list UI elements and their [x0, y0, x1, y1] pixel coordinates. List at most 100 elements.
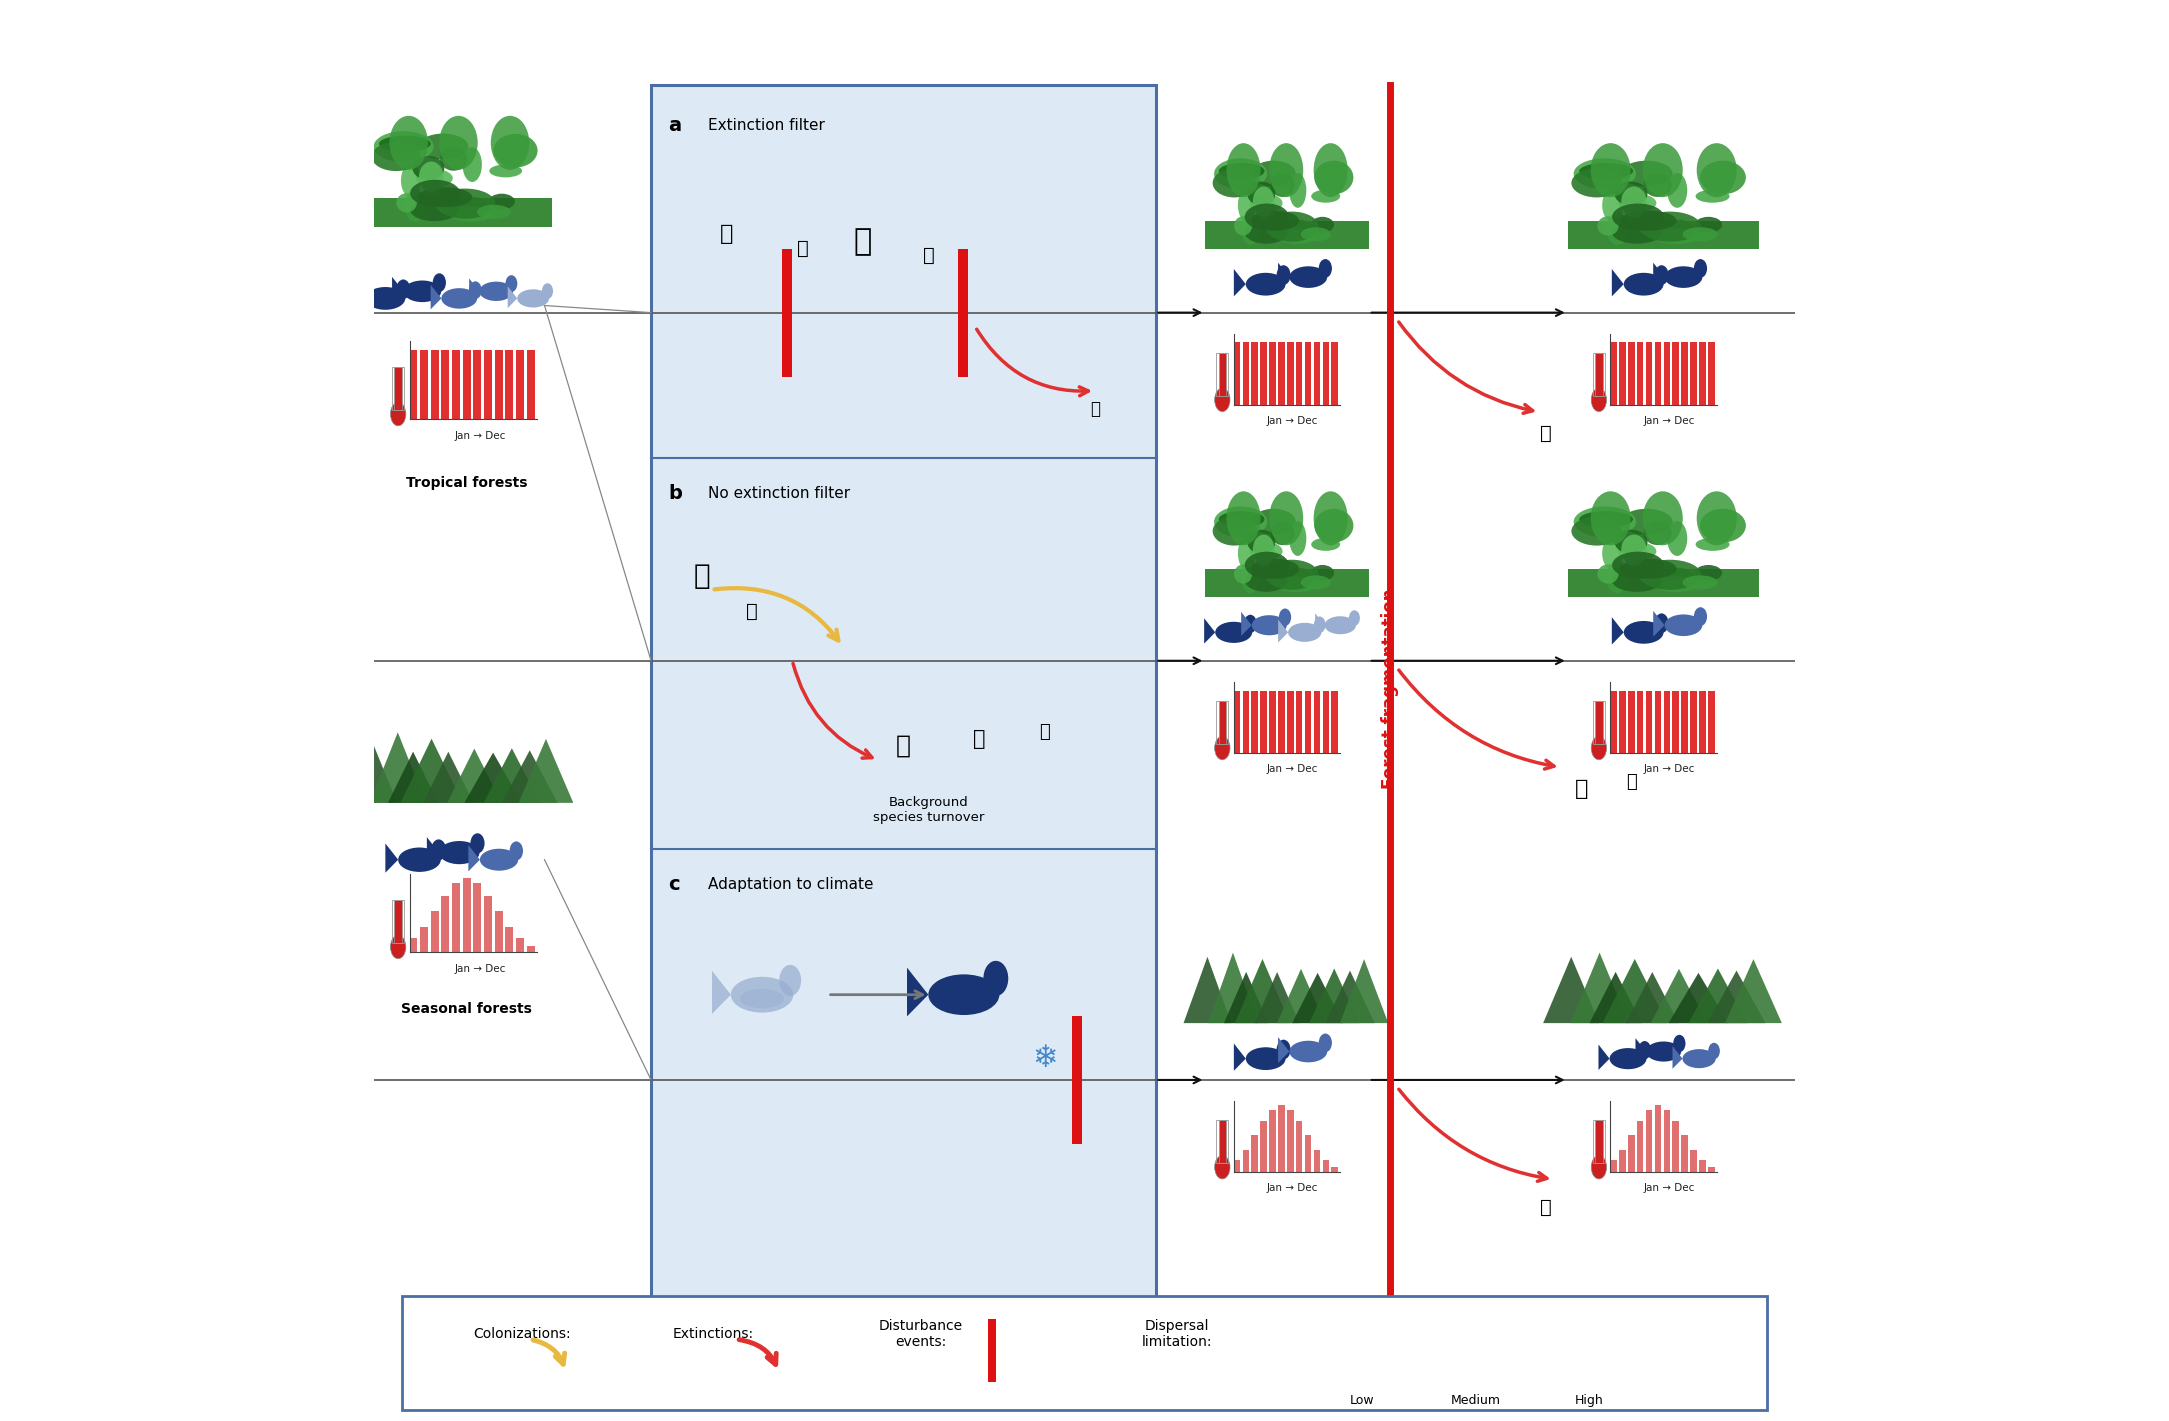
Text: Jan → Dec: Jan → Dec	[1267, 415, 1319, 426]
Ellipse shape	[1661, 220, 1694, 240]
Bar	[1594, 352, 1603, 395]
Text: Jan → Dec: Jan → Dec	[1644, 1182, 1694, 1194]
Polygon shape	[1570, 952, 1629, 1023]
Bar	[1594, 701, 1603, 743]
Bar	[1314, 342, 1321, 405]
Bar	[1646, 1110, 1653, 1172]
Text: Adaptation to climate: Adaptation to climate	[707, 877, 874, 892]
Ellipse shape	[1670, 622, 1696, 634]
Bar	[1252, 342, 1258, 405]
Ellipse shape	[1638, 560, 1700, 590]
Ellipse shape	[1620, 186, 1646, 217]
Text: 🦜: 🦜	[1575, 779, 1588, 799]
Bar	[1286, 691, 1293, 753]
Text: High: High	[1575, 1394, 1603, 1407]
Ellipse shape	[1575, 506, 1635, 537]
Ellipse shape	[1653, 229, 1698, 244]
Ellipse shape	[1325, 617, 1356, 634]
Ellipse shape	[1661, 568, 1694, 588]
Ellipse shape	[436, 189, 495, 219]
Bar	[395, 367, 401, 409]
Polygon shape	[501, 750, 557, 803]
Ellipse shape	[479, 281, 514, 301]
Ellipse shape	[1280, 608, 1291, 625]
Bar	[651, 85, 1156, 1322]
Ellipse shape	[1629, 280, 1657, 293]
Ellipse shape	[1212, 169, 1256, 198]
Ellipse shape	[1288, 622, 1321, 642]
Polygon shape	[1254, 972, 1299, 1023]
Polygon shape	[711, 971, 731, 1013]
Text: a: a	[668, 115, 681, 135]
Ellipse shape	[1620, 534, 1646, 566]
Bar	[1638, 691, 1644, 753]
Ellipse shape	[1286, 220, 1312, 240]
Ellipse shape	[740, 989, 783, 1007]
Text: Extinction filter: Extinction filter	[707, 118, 824, 132]
Bar	[1234, 691, 1241, 753]
Bar	[1323, 691, 1330, 753]
Text: 🦜: 🦜	[896, 735, 911, 757]
Bar	[1707, 1167, 1714, 1172]
Ellipse shape	[440, 288, 477, 308]
Text: 🦜: 🦜	[855, 227, 872, 256]
Ellipse shape	[419, 188, 473, 207]
Ellipse shape	[1683, 576, 1718, 590]
Text: 🐦: 🐦	[796, 239, 809, 259]
Polygon shape	[907, 968, 928, 1016]
Ellipse shape	[1625, 273, 1664, 296]
Ellipse shape	[1646, 1042, 1681, 1061]
Bar	[1618, 1150, 1627, 1172]
Bar	[1306, 342, 1312, 405]
Ellipse shape	[1592, 388, 1607, 412]
Ellipse shape	[1453, 1351, 1499, 1378]
Ellipse shape	[1286, 568, 1312, 588]
Ellipse shape	[410, 199, 458, 222]
Ellipse shape	[1625, 621, 1664, 644]
Bar	[393, 367, 403, 409]
Polygon shape	[1672, 1046, 1683, 1069]
Ellipse shape	[1566, 1351, 1612, 1378]
Polygon shape	[1599, 1044, 1609, 1070]
Ellipse shape	[1278, 229, 1317, 244]
Ellipse shape	[438, 841, 479, 864]
Ellipse shape	[1345, 1361, 1377, 1374]
Text: Tropical forests: Tropical forests	[406, 476, 527, 490]
Ellipse shape	[1655, 266, 1668, 286]
Text: 🔥: 🔥	[720, 225, 733, 244]
Bar	[1071, 1016, 1082, 1144]
Bar	[1217, 352, 1228, 395]
Ellipse shape	[1278, 577, 1317, 593]
Bar	[1219, 1120, 1225, 1162]
Bar	[495, 911, 503, 952]
Bar	[484, 895, 492, 952]
Bar	[1609, 1160, 1616, 1172]
Bar	[1646, 691, 1653, 753]
Text: Jan → Dec: Jan → Dec	[1644, 763, 1694, 774]
Bar	[1260, 691, 1267, 753]
Ellipse shape	[1642, 492, 1683, 546]
Ellipse shape	[1603, 189, 1622, 222]
Text: Jan → Dec: Jan → Dec	[453, 432, 505, 442]
Ellipse shape	[1638, 1042, 1651, 1059]
Ellipse shape	[1696, 190, 1729, 203]
Polygon shape	[1234, 959, 1291, 1023]
Bar	[1568, 220, 1759, 249]
Ellipse shape	[1694, 217, 1722, 233]
Text: 🐦: 🐦	[1627, 773, 1638, 790]
Ellipse shape	[1620, 161, 1672, 186]
Ellipse shape	[1245, 1047, 1286, 1070]
Text: b: b	[668, 485, 681, 503]
Text: Dispersal
limitation:: Dispersal limitation:	[1141, 1319, 1212, 1349]
Bar	[1698, 691, 1705, 753]
Ellipse shape	[1238, 537, 1256, 570]
Ellipse shape	[1579, 163, 1633, 179]
Ellipse shape	[1338, 1351, 1384, 1378]
Ellipse shape	[1247, 530, 1275, 554]
Bar	[1690, 691, 1696, 753]
Ellipse shape	[1215, 388, 1230, 412]
Ellipse shape	[1612, 551, 1664, 578]
Bar	[527, 351, 534, 419]
Ellipse shape	[1310, 566, 1334, 581]
Polygon shape	[1690, 969, 1748, 1023]
